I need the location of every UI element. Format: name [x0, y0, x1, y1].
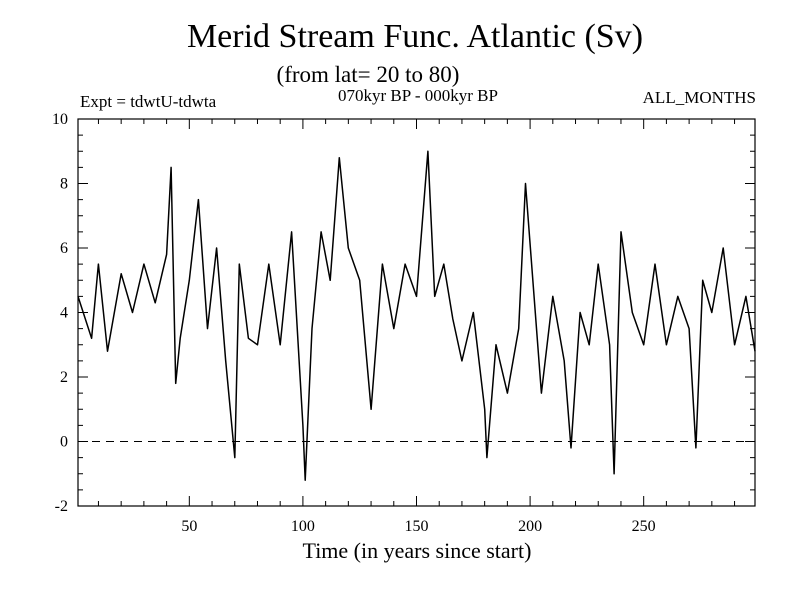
- period-label: 070kyr BP - 000kyr BP: [338, 86, 498, 105]
- x-tick-label: 100: [291, 518, 315, 535]
- x-tick-label: 50: [181, 518, 197, 535]
- chart-title: Merid Stream Func. Atlantic (Sv): [187, 18, 643, 55]
- months-label: ALL_MONTHS: [643, 88, 756, 107]
- axis-tick-labels: 50 100 150 200 250 -2 0 2 4 6 8 10: [52, 111, 656, 535]
- x-tick-label: 150: [405, 518, 429, 535]
- x-tick-label: 250: [632, 518, 656, 535]
- y-tick-label: 6: [60, 240, 68, 257]
- y-tick-label: 8: [60, 176, 68, 193]
- x-axis-label: Time (in years since start): [303, 538, 532, 563]
- y-tick-label: -2: [55, 498, 68, 515]
- y-tick-label: 0: [60, 434, 68, 451]
- x-tick-label: 200: [518, 518, 542, 535]
- y-tick-label: 4: [60, 305, 68, 322]
- y-tick-label: 10: [52, 111, 68, 128]
- experiment-label: Expt = tdwtU-tdwta: [80, 92, 217, 111]
- plot-frame: [77, 118, 756, 507]
- series-line: [77, 150, 756, 481]
- y-tick-label: 2: [60, 369, 68, 386]
- axis-ticks: [78, 118, 755, 507]
- chart-subtitle: (from lat= 20 to 80): [277, 62, 460, 87]
